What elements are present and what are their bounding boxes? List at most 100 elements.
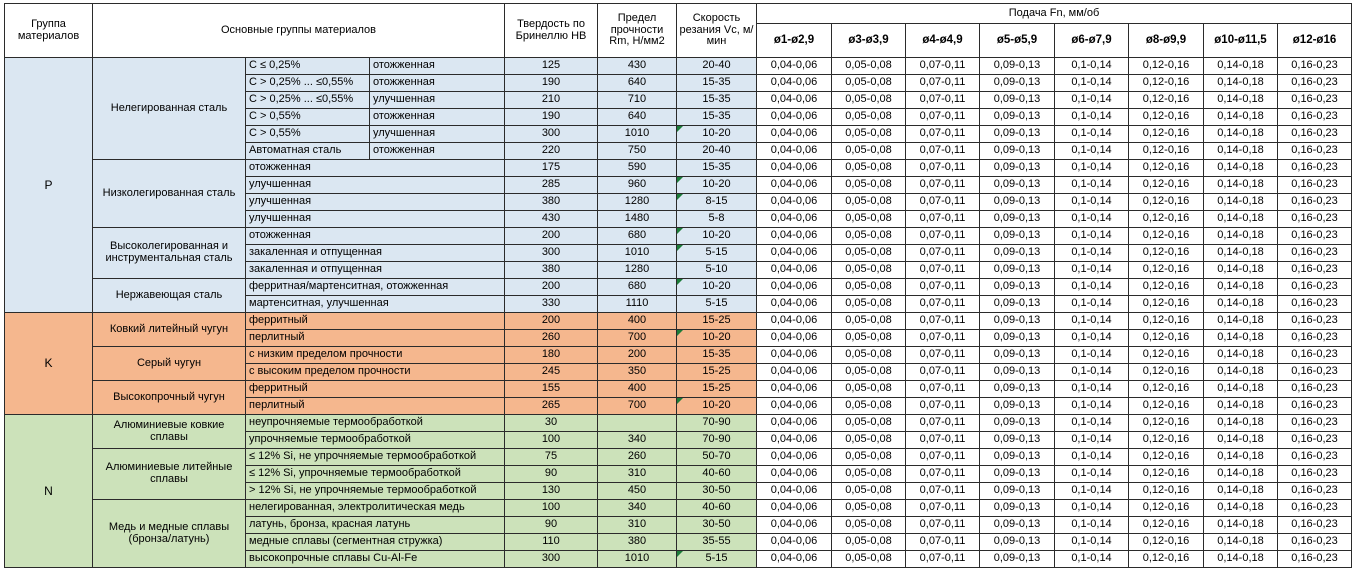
feed-cell[interactable]: 0,1-0,14: [1054, 193, 1129, 211]
rm-cell[interactable]: 1010: [597, 244, 677, 262]
hb-cell[interactable]: 265: [504, 397, 598, 415]
feed-cell[interactable]: 0,05-0,08: [831, 312, 906, 330]
feed-cell[interactable]: 0,1-0,14: [1054, 431, 1129, 449]
feed-cell[interactable]: 0,09-0,13: [979, 176, 1055, 194]
feed-cell[interactable]: 0,14-0,18: [1203, 57, 1278, 75]
feed-cell[interactable]: 0,09-0,13: [979, 482, 1055, 500]
material-condition-cell[interactable]: C ≤ 0,25%: [245, 57, 370, 75]
feed-cell[interactable]: 0,1-0,14: [1054, 108, 1129, 126]
vc-cell[interactable]: 10-20: [676, 227, 757, 245]
feed-cell[interactable]: 0,14-0,18: [1203, 261, 1278, 279]
feed-cell[interactable]: 0,07-0,11: [905, 533, 980, 551]
vc-cell[interactable]: 30-50: [676, 516, 757, 534]
feed-cell[interactable]: 0,04-0,06: [756, 261, 832, 279]
hb-cell[interactable]: 180: [504, 346, 598, 364]
hb-cell[interactable]: 260: [504, 329, 598, 347]
material-desc-cell[interactable]: высокопрочные сплавы Cu-Al-Fe: [245, 550, 505, 568]
rm-cell[interactable]: 1280: [597, 261, 677, 279]
rm-cell[interactable]: 400: [597, 380, 677, 398]
feed-cell[interactable]: 0,1-0,14: [1054, 550, 1129, 568]
material-desc-cell[interactable]: > 12% Si, не упрочняемые термообработкой: [245, 482, 505, 500]
feed-cell[interactable]: 0,04-0,06: [756, 312, 832, 330]
feed-cell[interactable]: 0,16-0,23: [1276, 499, 1353, 517]
material-desc-cell[interactable]: улучшенная: [245, 176, 505, 194]
feed-cell[interactable]: 0,04-0,06: [756, 142, 832, 160]
material-desc-cell[interactable]: неупрочняемые термообработкой: [245, 414, 505, 432]
feed-cell[interactable]: 0,04-0,06: [756, 159, 832, 177]
feed-cell[interactable]: 0,04-0,06: [756, 550, 832, 568]
rm-cell[interactable]: 640: [597, 108, 677, 126]
feed-cell[interactable]: 0,07-0,11: [905, 176, 980, 194]
vc-cell[interactable]: 35-55: [676, 533, 757, 551]
header-hardness-column[interactable]: Твердость по Бринеллю HB: [504, 3, 598, 58]
feed-cell[interactable]: 0,05-0,08: [831, 499, 906, 517]
rm-cell[interactable]: 400: [597, 312, 677, 330]
feed-cell[interactable]: 0,04-0,06: [756, 363, 832, 381]
feed-cell[interactable]: 0,1-0,14: [1054, 278, 1129, 296]
feed-cell[interactable]: 0,04-0,06: [756, 57, 832, 75]
feed-cell[interactable]: 0,09-0,13: [979, 312, 1055, 330]
vc-cell[interactable]: 10-20: [676, 397, 757, 415]
feed-cell[interactable]: 0,1-0,14: [1054, 210, 1129, 228]
feed-cell[interactable]: 0,1-0,14: [1054, 142, 1129, 160]
feed-cell[interactable]: 0,14-0,18: [1203, 244, 1278, 262]
hb-cell[interactable]: 90: [504, 516, 598, 534]
feed-cell[interactable]: 0,12-0,16: [1128, 227, 1204, 245]
feed-cell[interactable]: 0,07-0,11: [905, 244, 980, 262]
rm-cell[interactable]: 710: [597, 91, 677, 109]
header-cutting-speed-column[interactable]: Скорость резания Vc, м/мин: [676, 3, 757, 58]
header-strength-column[interactable]: Предел прочности Rm, Н/мм2: [597, 3, 677, 58]
feed-cell[interactable]: 0,16-0,23: [1276, 414, 1353, 432]
feed-cell[interactable]: 0,12-0,16: [1128, 159, 1204, 177]
feed-cell[interactable]: 0,04-0,06: [756, 91, 832, 109]
feed-cell[interactable]: 0,07-0,11: [905, 397, 980, 415]
material-desc-cell[interactable]: улучшенная: [245, 193, 505, 211]
feed-cell[interactable]: 0,12-0,16: [1128, 482, 1204, 500]
feed-cell[interactable]: 0,12-0,16: [1128, 176, 1204, 194]
material-desc-cell[interactable]: медные сплавы (сегментная стружка): [245, 533, 505, 551]
group-name-cell[interactable]: Высокопрочный чугун: [92, 380, 246, 415]
feed-cell[interactable]: 0,16-0,23: [1276, 74, 1353, 92]
vc-cell[interactable]: 5-15: [676, 550, 757, 568]
vc-cell[interactable]: 15-25: [676, 312, 757, 330]
material-desc-cell[interactable]: с низким пределом прочности: [245, 346, 505, 364]
feed-cell[interactable]: 0,07-0,11: [905, 312, 980, 330]
vc-cell[interactable]: 20-40: [676, 57, 757, 75]
hb-cell[interactable]: 245: [504, 363, 598, 381]
feed-cell[interactable]: 0,16-0,23: [1276, 431, 1353, 449]
material-desc-cell[interactable]: мартенситная, улучшенная: [245, 295, 505, 313]
hb-cell[interactable]: 110: [504, 533, 598, 551]
hb-cell[interactable]: 220: [504, 142, 598, 160]
feed-cell[interactable]: 0,09-0,13: [979, 448, 1055, 466]
material-desc-cell[interactable]: перлитный: [245, 397, 505, 415]
feed-cell[interactable]: 0,16-0,23: [1276, 346, 1353, 364]
feed-cell[interactable]: 0,07-0,11: [905, 227, 980, 245]
vc-cell[interactable]: 40-60: [676, 465, 757, 483]
feed-cell[interactable]: 0,09-0,13: [979, 193, 1055, 211]
feed-cell[interactable]: 0,14-0,18: [1203, 380, 1278, 398]
feed-cell[interactable]: 0,16-0,23: [1276, 295, 1353, 313]
feed-cell[interactable]: 0,12-0,16: [1128, 74, 1204, 92]
feed-cell[interactable]: 0,1-0,14: [1054, 91, 1129, 109]
feed-cell[interactable]: 0,1-0,14: [1054, 57, 1129, 75]
feed-cell[interactable]: 0,07-0,11: [905, 482, 980, 500]
vc-cell[interactable]: 15-25: [676, 380, 757, 398]
group-name-cell[interactable]: Алюминиевые литейные сплавы: [92, 448, 246, 500]
feed-cell[interactable]: 0,14-0,18: [1203, 414, 1278, 432]
feed-cell[interactable]: 0,09-0,13: [979, 210, 1055, 228]
feed-cell[interactable]: 0,09-0,13: [979, 397, 1055, 415]
feed-cell[interactable]: 0,07-0,11: [905, 91, 980, 109]
feed-cell[interactable]: 0,05-0,08: [831, 278, 906, 296]
feed-cell[interactable]: 0,09-0,13: [979, 278, 1055, 296]
rm-cell[interactable]: 340: [597, 431, 677, 449]
feed-cell[interactable]: 0,12-0,16: [1128, 414, 1204, 432]
hb-cell[interactable]: 75: [504, 448, 598, 466]
feed-cell[interactable]: 0,14-0,18: [1203, 227, 1278, 245]
material-state-cell[interactable]: отожженная: [369, 142, 505, 160]
feed-cell[interactable]: 0,04-0,06: [756, 346, 832, 364]
feed-cell[interactable]: 0,07-0,11: [905, 210, 980, 228]
feed-cell[interactable]: 0,07-0,11: [905, 74, 980, 92]
feed-cell[interactable]: 0,07-0,11: [905, 431, 980, 449]
hb-cell[interactable]: 30: [504, 414, 598, 432]
feed-cell[interactable]: 0,1-0,14: [1054, 312, 1129, 330]
